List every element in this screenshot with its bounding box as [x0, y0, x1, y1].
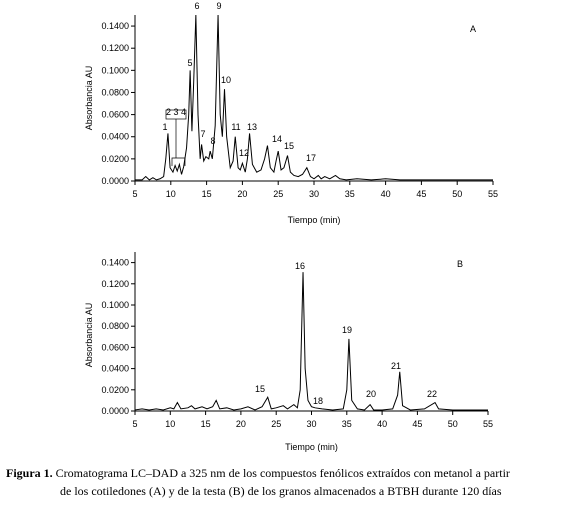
x-tick-label: 25 [273, 189, 283, 199]
x-tick-label: 15 [201, 419, 211, 429]
x-tick-label: 45 [412, 419, 422, 429]
y-tick-label: 0.0800 [101, 87, 129, 97]
bracket [165, 109, 187, 166]
peak-label: 6 [194, 1, 199, 11]
x-axis-label: Tiempo (min) [288, 215, 341, 225]
y-tick-label: 0.0200 [101, 154, 129, 164]
y-tick-label: 0.1400 [101, 21, 129, 31]
y-tick-label: 0.0600 [101, 342, 129, 352]
x-tick-label: 10 [165, 419, 175, 429]
peak-label: 1 [162, 122, 167, 132]
y-tick-label: 0.1000 [101, 65, 129, 75]
x-tick-label: 20 [237, 189, 247, 199]
caption-label: Figura 1. [6, 466, 53, 480]
peak-label: 7 [200, 129, 205, 139]
x-tick-label: 40 [381, 189, 391, 199]
peak-label: 16 [295, 261, 305, 271]
panel-label: A [470, 24, 476, 34]
trace [134, 272, 488, 411]
y-axis-label: Absorbancia AU [84, 303, 94, 368]
y-tick-label: 0.0000 [101, 176, 129, 186]
x-tick-label: 55 [488, 189, 498, 199]
peak-label: 2 3 4 [166, 107, 186, 117]
x-tick-label: 25 [271, 419, 281, 429]
peak-label: 12 [239, 148, 249, 158]
y-tick-label: 0.1200 [101, 279, 129, 289]
x-tick-label: 40 [377, 419, 387, 429]
x-tick-label: 30 [306, 419, 316, 429]
caption-line: Figura 1. Cromatograma LC–DAD a 325 nm d… [6, 466, 510, 480]
y-tick-label: 0.0400 [101, 364, 129, 374]
y-tick-label: 0.1200 [101, 43, 129, 53]
peak-label: 8 [210, 136, 215, 146]
x-tick-label: 5 [132, 419, 137, 429]
y-axis-label: Absorbancia AU [84, 66, 94, 131]
peak-label: 20 [366, 389, 376, 399]
x-tick-label: 35 [342, 419, 352, 429]
x-axis-label: Tiempo (min) [285, 442, 338, 452]
peak-label: 11 [231, 122, 240, 132]
x-tick-label: 5 [132, 189, 137, 199]
x-tick-label: 45 [416, 189, 426, 199]
y-tick-label: 0.0000 [101, 406, 129, 416]
y-tick-label: 0.1400 [101, 258, 129, 268]
x-tick-label: 20 [236, 419, 246, 429]
peak-label: 13 [247, 122, 257, 132]
y-tick-label: 0.0400 [101, 132, 129, 142]
y-tick-label: 0.1000 [101, 300, 129, 310]
peak-label: 19 [342, 325, 352, 335]
peak-label: 18 [313, 396, 323, 406]
trace [135, 14, 493, 181]
peak-label: 22 [427, 389, 437, 399]
peak-label: 10 [221, 75, 231, 85]
peak-label: 5 [187, 58, 192, 68]
peak-label: 21 [391, 361, 401, 371]
peak-label: 15 [255, 384, 265, 394]
caption-text: Cromatograma LC–DAD a 325 nm de los comp… [56, 466, 510, 480]
y-tick-label: 0.0600 [101, 110, 129, 120]
peak-label: 17 [306, 153, 316, 163]
y-tick-label: 0.0200 [101, 385, 129, 395]
x-tick-label: 35 [345, 189, 355, 199]
peak-label: 14 [272, 134, 282, 144]
x-tick-label: 15 [202, 189, 212, 199]
caption-text: de los cotiledones (A) y de la testa (B)… [60, 484, 502, 498]
peak-label: 15 [284, 141, 294, 151]
x-tick-label: 50 [452, 189, 462, 199]
x-tick-label: 30 [309, 189, 319, 199]
peak-label: 9 [216, 1, 221, 11]
y-tick-label: 0.0800 [101, 321, 129, 331]
x-tick-label: 50 [448, 419, 458, 429]
x-tick-label: 55 [483, 419, 493, 429]
panel-label: B [457, 259, 463, 269]
x-tick-label: 10 [166, 189, 176, 199]
